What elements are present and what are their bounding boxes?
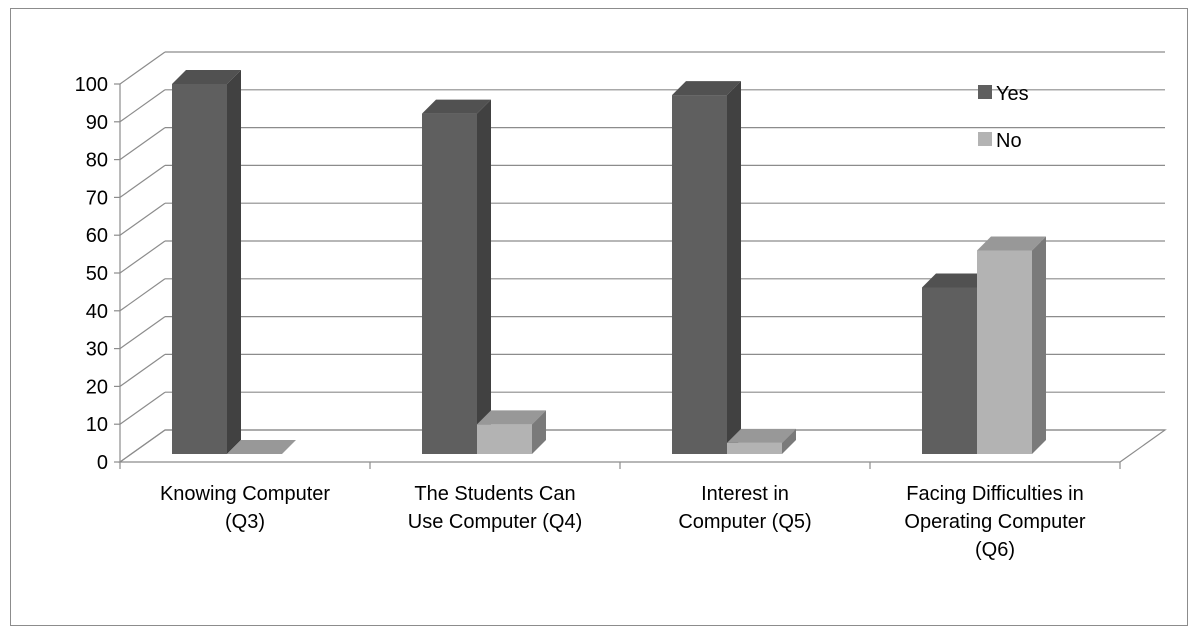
gridline-diagonal [119, 51, 166, 85]
x-category-label: Interest in [701, 483, 789, 505]
x-category-label: (Q3) [225, 511, 265, 533]
bar-front [922, 287, 977, 454]
bar-front [172, 84, 227, 454]
bar-side [1032, 236, 1046, 454]
bar-no-3 [977, 236, 1046, 454]
y-tick-label: 90 [86, 112, 108, 134]
y-axis: 0 10 20 30 40 50 60 70 80 90 100 [75, 74, 120, 474]
bar-no-0 [227, 440, 296, 454]
bar-yes-2 [672, 81, 741, 454]
bar-side [782, 428, 796, 454]
bar-top [977, 236, 1046, 251]
gridline-diagonal [119, 391, 166, 425]
y-tick-label: 70 [86, 187, 108, 209]
gridline-diagonal [119, 240, 166, 274]
gridline-diagonal [119, 89, 166, 123]
gridline-diagonal [119, 127, 166, 161]
x-category-label: (Q6) [975, 539, 1015, 561]
bar-side [227, 70, 241, 454]
bar-front [672, 95, 727, 454]
legend-swatch-yes [978, 85, 992, 99]
bar-front [422, 113, 477, 454]
bar-yes-0 [172, 70, 241, 454]
y-tick-label: 60 [86, 225, 108, 247]
y-tick-label: 40 [86, 301, 108, 323]
gridline-diagonal [119, 278, 166, 312]
bar-front [477, 424, 532, 454]
x-category-label: Facing Difficulties in [906, 483, 1083, 505]
legend: Yes No [978, 83, 1029, 152]
gridline-diagonal [119, 164, 166, 198]
gridline-diagonal [119, 429, 166, 463]
y-tick-label: 10 [86, 414, 108, 436]
bar-top [727, 428, 796, 443]
bar-top [477, 410, 546, 425]
gridline-diagonal [119, 202, 166, 236]
gridline-diagonal [119, 316, 166, 350]
bar-front [977, 250, 1032, 454]
x-category-label: Knowing Computer [160, 483, 330, 505]
x-category-label: Computer (Q5) [678, 511, 811, 533]
y-tick-label: 80 [86, 150, 108, 172]
y-tick-label: 50 [86, 263, 108, 285]
bar-no-2 [727, 428, 796, 454]
y-tick-label: 0 [97, 452, 108, 474]
x-category-label: Operating Computer [904, 511, 1086, 533]
legend-label-yes: Yes [996, 83, 1029, 105]
bar-top [672, 81, 741, 96]
x-axis: Knowing Computer (Q3) The Students Can Use … [119, 462, 1121, 561]
bars [172, 70, 1046, 454]
bar-yes-1 [422, 99, 491, 454]
gridline-diagonal [119, 353, 166, 387]
legend-label-no: No [996, 130, 1022, 152]
y-tick-label: 100 [75, 74, 108, 96]
y-tick-label: 30 [86, 339, 108, 361]
bar-no-1 [477, 410, 546, 454]
bar-top [422, 99, 491, 114]
bar-top [172, 70, 241, 84]
bar-side [477, 99, 491, 454]
x-category-label: Use Computer (Q4) [408, 511, 583, 533]
x-category-label: The Students Can [414, 483, 575, 505]
bar-side [532, 410, 546, 454]
bar-top [922, 273, 991, 288]
y-tick-label: 20 [86, 376, 108, 398]
bar-side [727, 81, 741, 454]
bar-top [227, 440, 296, 454]
legend-swatch-no [978, 132, 992, 146]
bar-front [727, 442, 782, 454]
